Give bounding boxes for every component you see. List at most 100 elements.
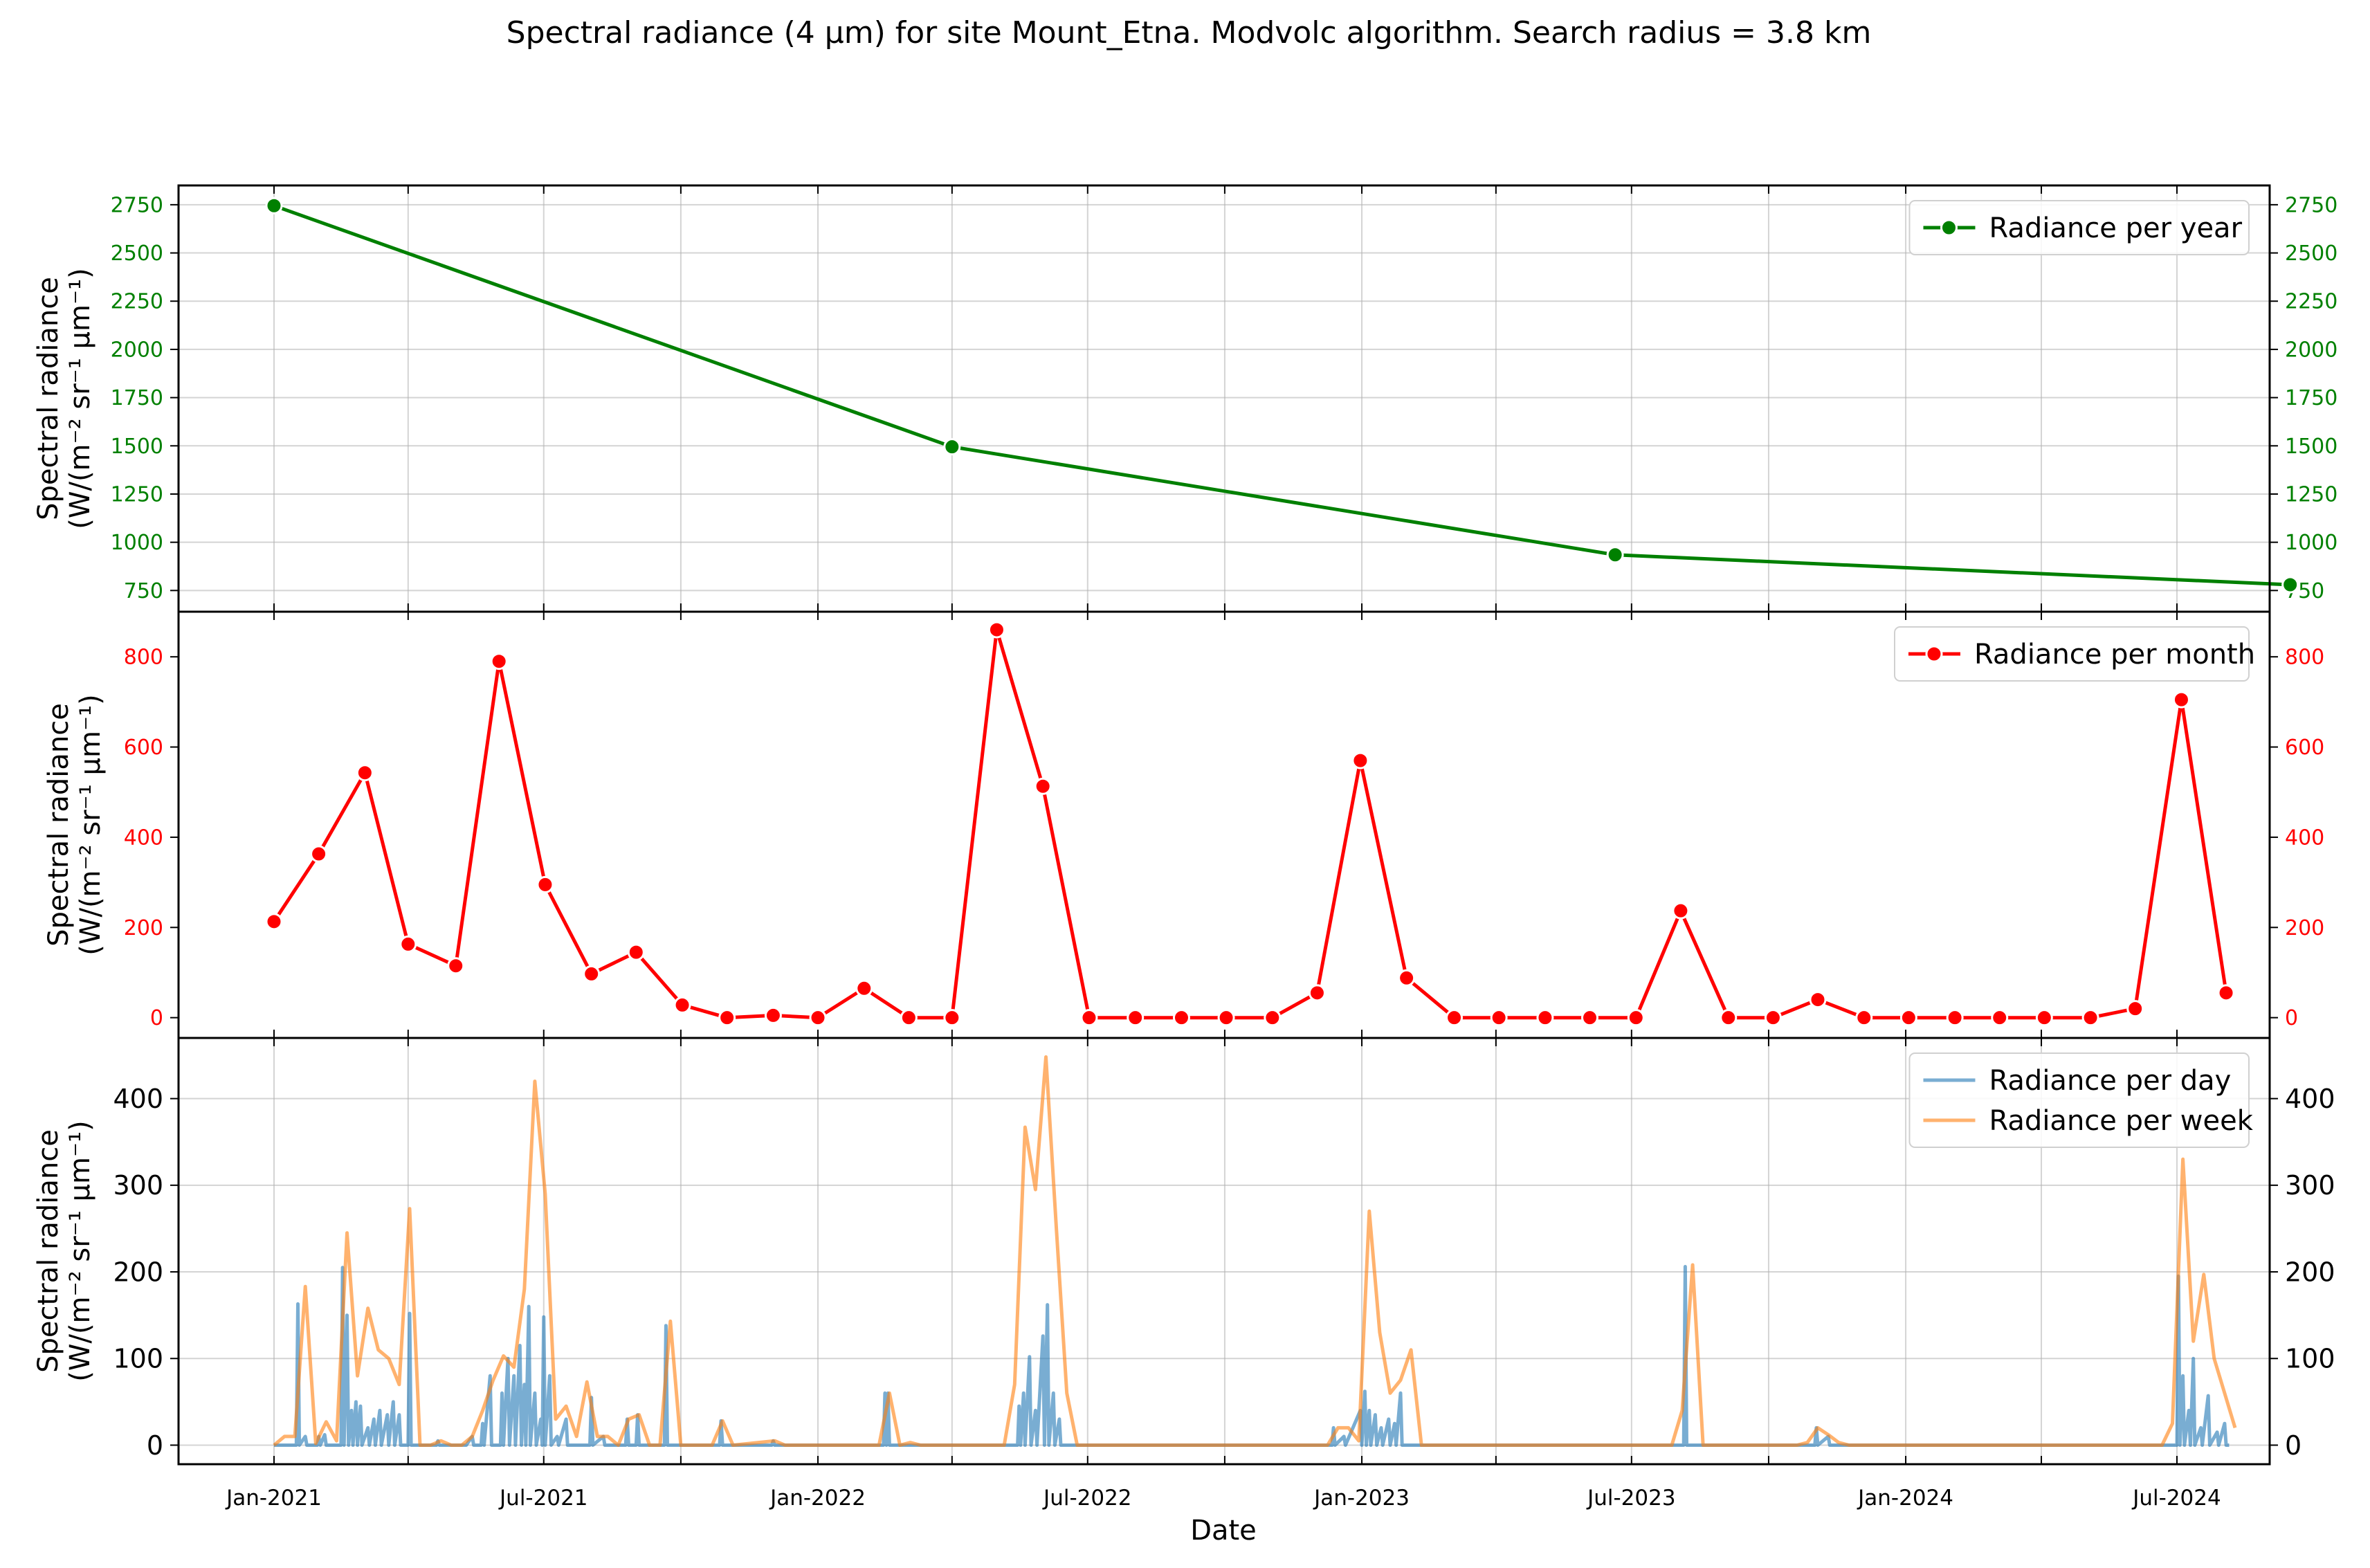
legend-box [1908, 1052, 2250, 1148]
data-point [265, 913, 283, 931]
data-point [1809, 991, 1827, 1009]
data-point [718, 1009, 736, 1027]
data-point [943, 438, 961, 456]
data-point [2281, 576, 2299, 594]
y-tick-label-right: 100 [2285, 1344, 2335, 1374]
y-axis-label-line1: Spectral radiance [33, 277, 64, 520]
data-point [1446, 1009, 1464, 1027]
y-tick-label-right: 2500 [2285, 241, 2337, 266]
data-point [1398, 969, 1416, 987]
data-point [2172, 691, 2190, 709]
y-axis-label-line1: Spectral radiance [43, 703, 75, 947]
series-line-year [273, 203, 2290, 587]
data-point [1899, 1009, 1917, 1027]
data-point [1034, 777, 1052, 795]
legend-box [1894, 626, 2250, 682]
legend-box [1908, 200, 2250, 255]
y-axis-label: Spectral radiance(W/(m⁻² sr⁻¹ µm⁻¹) [33, 268, 96, 529]
chart-title: Spectral radiance (4 µm) for site Mount_… [507, 15, 1872, 51]
legend-label: Radiance per month [1974, 639, 2255, 671]
y-axis-label-line2: (W/(m⁻² sr⁻¹ µm⁻¹) [64, 268, 96, 529]
data-point [583, 965, 601, 983]
series-line-week [273, 1055, 2237, 1447]
panel-month: 0 0 200 200 400 400 600 600 800 800 Spectral radia… [43, 610, 2324, 1039]
legend-marker [1940, 219, 1958, 237]
y-tick-label-right: 1250 [2285, 482, 2337, 507]
x-tick-label: Jul-2023 [1586, 1486, 1675, 1511]
data-point [1217, 1009, 1235, 1027]
x-tick-label: Jul-2022 [1042, 1486, 1131, 1511]
panel-daily_weekly: 0 0 100 100 200 200 300 300 400 400 Spectral radia… [33, 1037, 2335, 1466]
data-point [2081, 1009, 2099, 1027]
y-tick-label-left: 750 [124, 579, 163, 603]
x-tick-label: Jan-2023 [1313, 1486, 1410, 1511]
legend: Radiance per month [1894, 626, 2255, 682]
data-point [1991, 1009, 2009, 1027]
series-line-day [274, 1265, 2230, 1447]
y-tick-label-left: 800 [124, 646, 163, 670]
y-axis-label-line2: (W/(m⁻² sr⁻¹ µm⁻¹) [64, 1120, 96, 1381]
y-tick-label-left: 0 [147, 1430, 163, 1461]
x-tick-label: Jan-2022 [769, 1486, 866, 1511]
y-tick-label-left: 600 [124, 736, 163, 760]
y-tick-label-left: 2250 [111, 290, 163, 314]
data-point [1308, 984, 1326, 1002]
y-tick-label-right: 1000 [2285, 531, 2337, 555]
data-point [536, 875, 554, 893]
y-tick-label-left: 1000 [111, 531, 163, 555]
data-point [399, 935, 417, 953]
y-tick-label-right: 300 [2285, 1170, 2335, 1201]
y-tick-label-right: 0 [2285, 1006, 2298, 1030]
data-point [1672, 902, 1690, 920]
x-tick-labels: Jan-2021 Jul-2021 Jan-2022 Jul-2022 Jan-2023… [225, 1486, 2221, 1511]
data-point [855, 979, 873, 997]
y-tick-label-right: 2750 [2285, 193, 2337, 217]
data-point [1627, 1009, 1645, 1027]
data-point [673, 996, 691, 1014]
y-tick-label-right: 2250 [2285, 290, 2337, 314]
legend-label: Radiance per week [1989, 1105, 2254, 1137]
legend-label: Radiance per year [1989, 212, 2243, 244]
data-point [943, 1009, 961, 1027]
axes-frame [177, 1037, 2271, 1466]
data-point [1080, 1009, 1098, 1027]
y-axis-label: Spectral radiance(W/(m⁻² sr⁻¹ µm⁻¹) [43, 694, 107, 955]
data-point [1764, 1009, 1782, 1027]
data-point [1946, 1009, 1964, 1027]
y-tick-label-left: 400 [124, 826, 163, 850]
y-tick-label-right: 400 [2285, 826, 2324, 850]
y-tick-label-right: 1750 [2285, 386, 2337, 410]
y-tick-label-right: 1500 [2285, 435, 2337, 459]
data-point [2217, 984, 2235, 1002]
y-tick-label-left: 1250 [111, 482, 163, 507]
legend: Radiance per day Radiance per week [1908, 1052, 2254, 1148]
y-axis-label: Spectral radiance(W/(m⁻² sr⁻¹ µm⁻¹) [33, 1120, 96, 1381]
y-tick-label-left: 1750 [111, 386, 163, 410]
legend-marker [1925, 645, 1943, 663]
x-tick-label: Jan-2024 [1857, 1486, 1953, 1511]
data-point [490, 653, 508, 671]
data-point [2126, 1000, 2144, 1018]
y-tick-label-left: 1500 [111, 435, 163, 459]
y-tick-label-right: 200 [2285, 916, 2324, 940]
x-tick-label: Jul-2024 [2131, 1486, 2221, 1511]
data-point [1720, 1009, 1738, 1027]
data-point [1264, 1009, 1282, 1027]
data-point [1536, 1009, 1554, 1027]
y-tick-label-left: 200 [113, 1257, 163, 1287]
y-tick-label-left: 200 [124, 916, 163, 940]
data-point [1127, 1009, 1145, 1027]
data-point [1351, 751, 1369, 769]
x-tick-label: Jan-2021 [225, 1486, 322, 1511]
y-tick-label-left: 400 [113, 1084, 163, 1114]
y-tick-label-right: 2000 [2285, 338, 2337, 362]
y-axis-label-line1: Spectral radiance [33, 1129, 64, 1373]
series-line-month [272, 628, 2228, 1020]
y-tick-label-right: 800 [2285, 646, 2324, 670]
data-point [1855, 1009, 1873, 1027]
data-point [1490, 1009, 1508, 1027]
data-point [447, 957, 465, 975]
